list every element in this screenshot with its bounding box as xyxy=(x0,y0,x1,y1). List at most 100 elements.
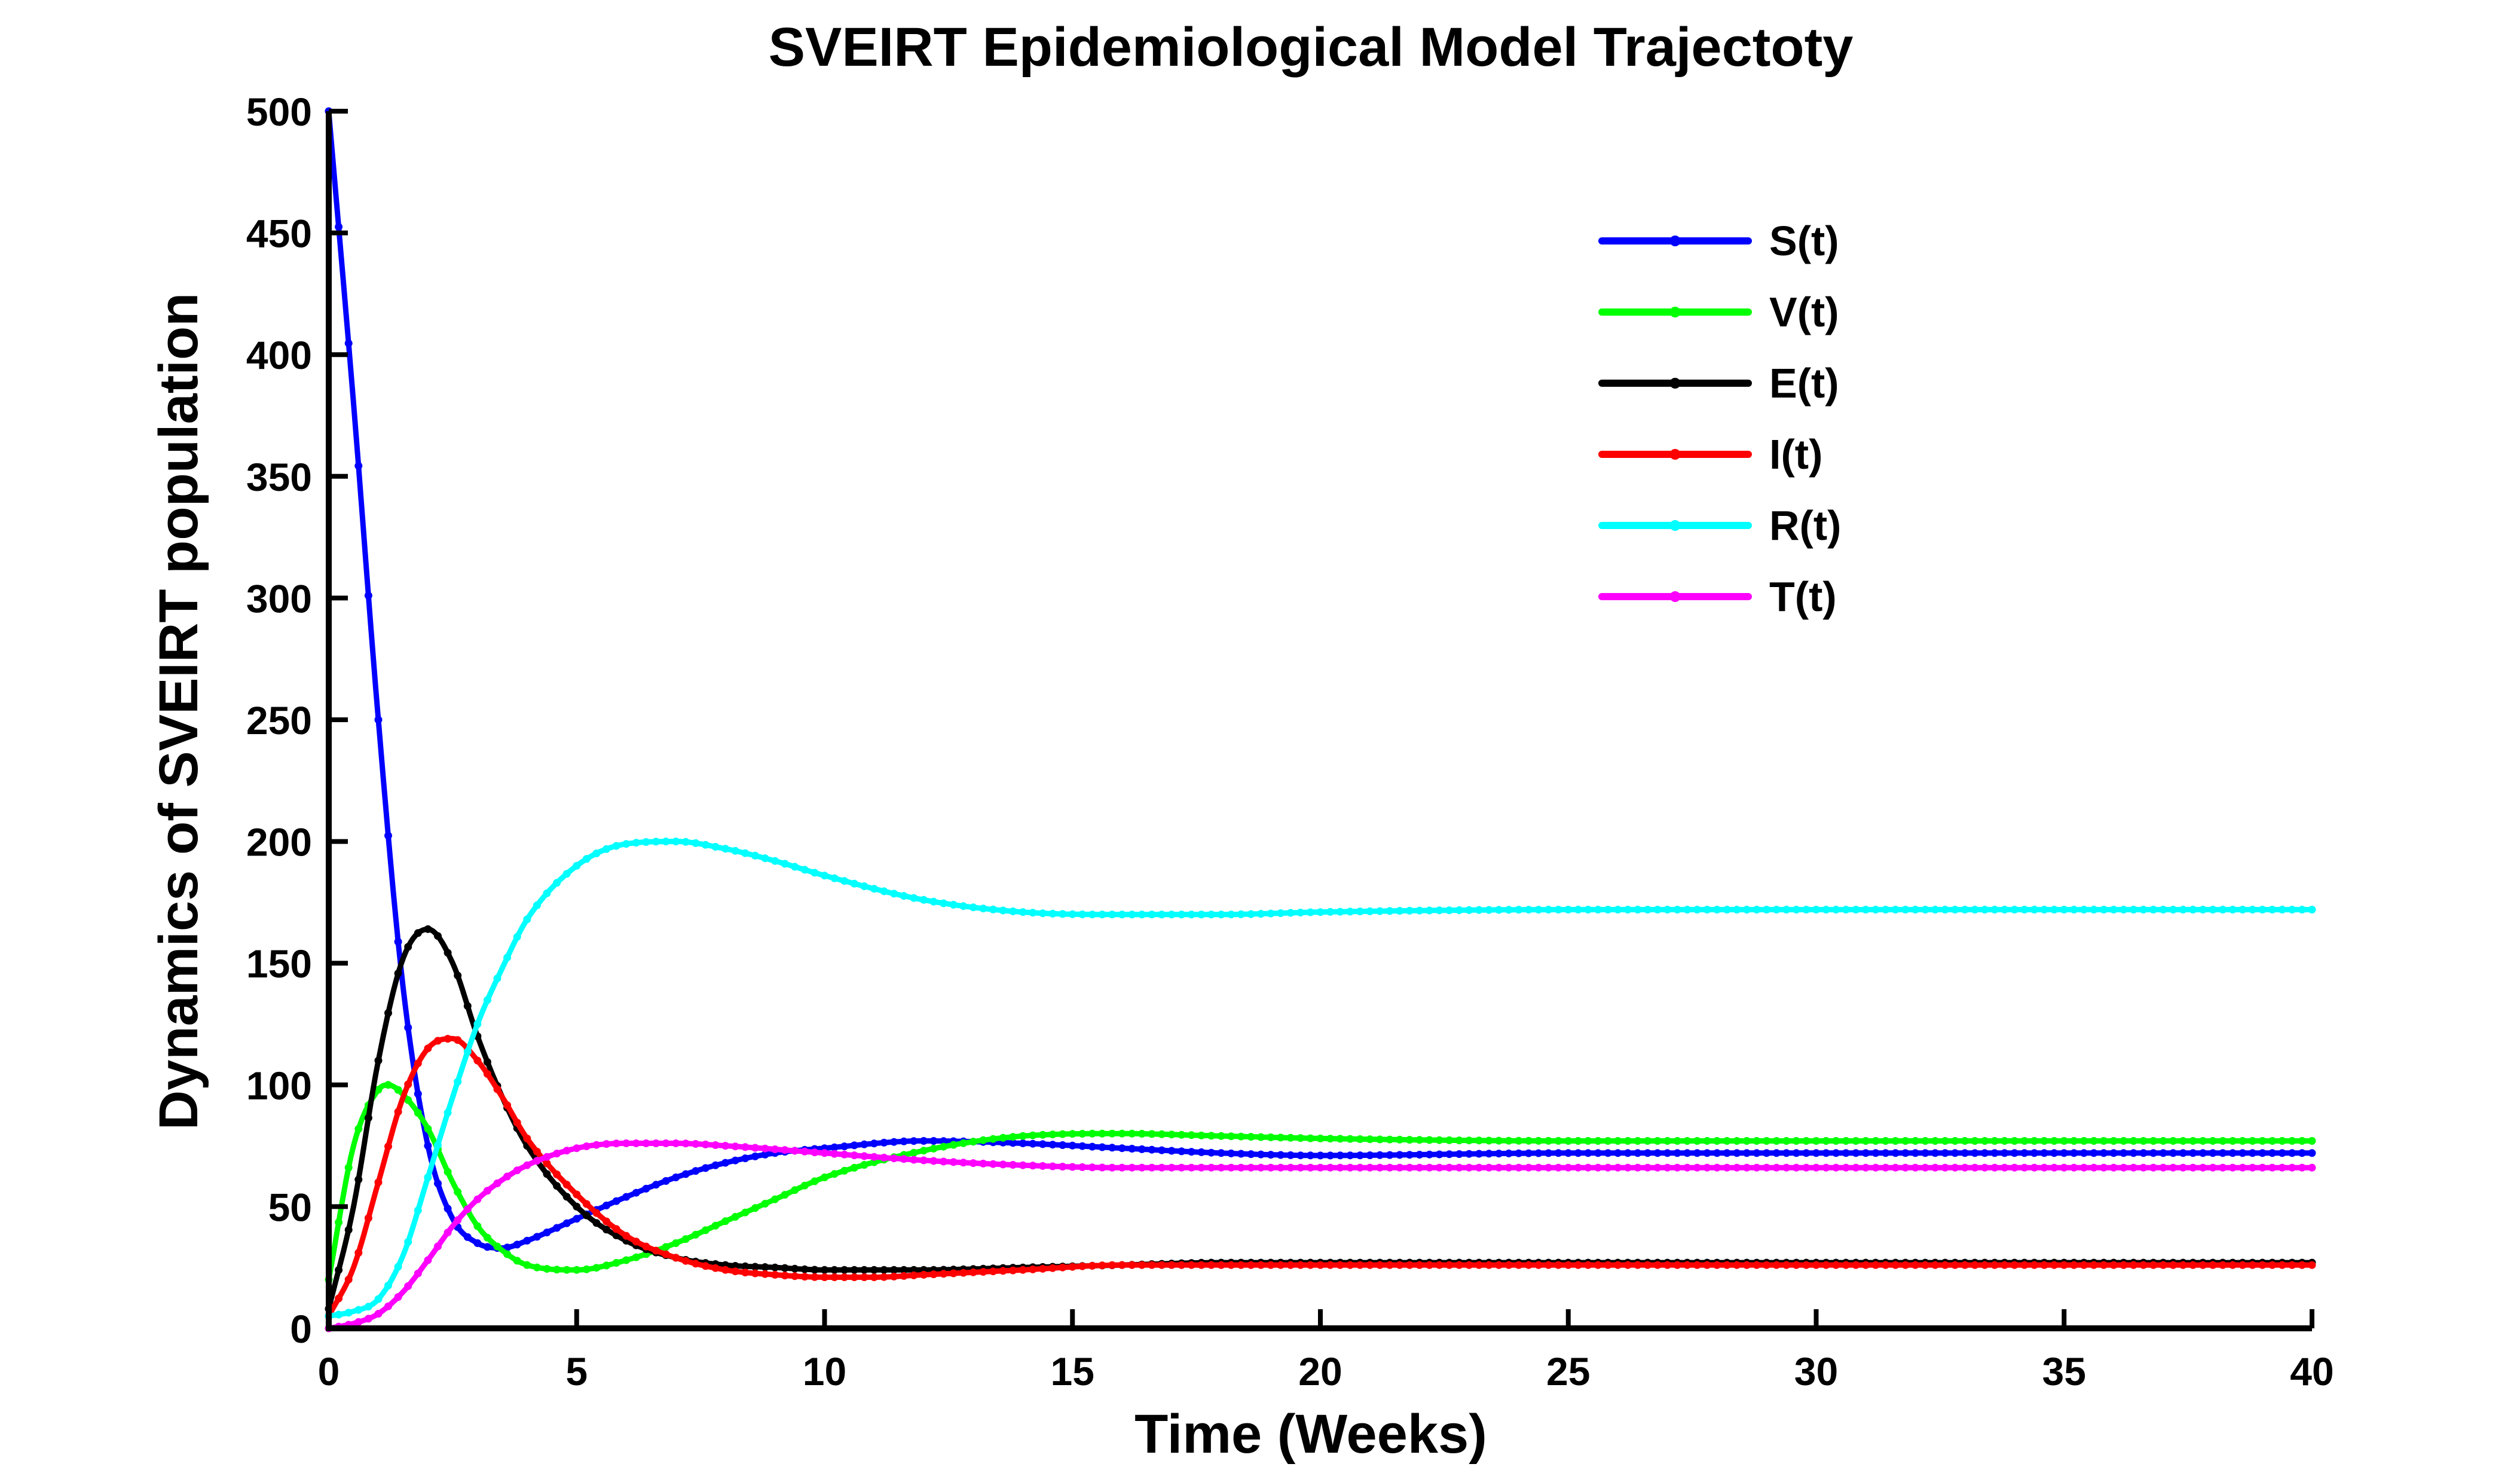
data-point xyxy=(989,1135,997,1143)
data-point xyxy=(751,1152,759,1160)
data-point xyxy=(1326,1261,1335,1269)
legend-label: I(t) xyxy=(1769,431,1822,478)
data-point xyxy=(1911,1149,1919,1157)
data-point xyxy=(1178,1147,1186,1156)
data-point xyxy=(1277,1261,1285,1269)
data-point xyxy=(860,1273,868,1281)
data-point xyxy=(1029,1162,1037,1170)
data-point xyxy=(1782,1137,1791,1145)
data-point xyxy=(2219,906,2227,914)
data-point xyxy=(2268,1163,2277,1172)
data-point xyxy=(603,1202,610,1209)
data-point xyxy=(1048,1162,1057,1171)
data-point xyxy=(1396,907,1404,915)
data-point xyxy=(592,1141,601,1149)
data-point xyxy=(1941,1137,1949,1145)
data-point xyxy=(1128,1163,1136,1172)
data-point xyxy=(830,1266,839,1274)
data-point xyxy=(1039,1130,1047,1139)
data-point xyxy=(1861,906,1870,914)
data-point xyxy=(1296,1261,1305,1269)
data-point xyxy=(1485,1163,1493,1172)
legend-marker xyxy=(1669,449,1681,460)
chart-title: SVEIRT Epidemiological Model Trajectoty xyxy=(769,17,1854,78)
data-point xyxy=(1504,1163,1513,1172)
data-point xyxy=(1644,1163,1652,1172)
data-point xyxy=(1396,1151,1404,1159)
data-point xyxy=(652,838,660,846)
data-point xyxy=(2060,906,2068,914)
data-point xyxy=(741,1154,750,1163)
data-point xyxy=(721,1159,730,1167)
data-point xyxy=(781,1272,789,1280)
data-point xyxy=(1574,1149,1582,1157)
data-point xyxy=(2010,1137,2019,1145)
data-point xyxy=(1832,1149,1840,1157)
data-point xyxy=(384,1081,392,1089)
data-point xyxy=(1366,907,1374,915)
data-point xyxy=(2090,1149,2098,1157)
data-point xyxy=(1693,1149,1701,1157)
data-point xyxy=(1594,906,1602,914)
data-point xyxy=(2139,1149,2148,1157)
data-point xyxy=(1019,1161,1027,1169)
data-point xyxy=(2278,1137,2286,1145)
data-point xyxy=(929,1137,938,1145)
data-point xyxy=(335,1218,343,1227)
data-point xyxy=(2129,906,2137,914)
data-point xyxy=(1882,1163,1890,1172)
data-point xyxy=(1763,1149,1770,1157)
data-point xyxy=(523,1261,531,1269)
data-point xyxy=(811,869,819,877)
data-point xyxy=(1554,1149,1562,1157)
data-point xyxy=(374,1086,383,1094)
data-point xyxy=(2100,1137,2108,1145)
data-point xyxy=(1534,1136,1543,1145)
data-point xyxy=(771,1145,779,1153)
data-point xyxy=(949,900,958,909)
data-point xyxy=(1405,1136,1414,1144)
data-point xyxy=(969,1159,977,1168)
data-point xyxy=(573,1190,581,1199)
data-point xyxy=(2298,1163,2306,1172)
data-point xyxy=(1911,1261,1919,1269)
data-point xyxy=(553,1182,561,1190)
data-point xyxy=(1614,1149,1622,1157)
data-point xyxy=(1445,1150,1454,1159)
data-point xyxy=(711,1161,720,1169)
data-point xyxy=(473,1239,482,1247)
data-point xyxy=(860,882,868,890)
data-point xyxy=(1495,1261,1503,1269)
data-point xyxy=(1167,1147,1176,1155)
data-point xyxy=(1386,1151,1394,1159)
data-point xyxy=(1267,1261,1275,1269)
data-point xyxy=(1426,1150,1433,1159)
data-point xyxy=(1059,910,1067,918)
data-point xyxy=(1524,1136,1533,1145)
legend-entry-E(t): E(t) xyxy=(1598,360,1839,407)
data-point xyxy=(1891,1149,1900,1157)
data-point xyxy=(2238,906,2247,914)
data-point xyxy=(1673,1261,1681,1269)
data-point xyxy=(662,1177,670,1185)
data-point xyxy=(1435,1163,1444,1172)
data-point xyxy=(1306,1134,1314,1142)
data-point xyxy=(622,840,631,848)
data-point xyxy=(1852,1163,1860,1172)
data-point xyxy=(1237,1150,1245,1158)
data-point xyxy=(463,1205,472,1214)
data-point xyxy=(1356,1151,1364,1160)
data-point xyxy=(1802,1163,1811,1172)
data-point xyxy=(1356,1163,1364,1172)
data-point xyxy=(424,1142,432,1150)
data-point xyxy=(2001,1163,2009,1172)
data-point xyxy=(1247,1261,1255,1269)
data-point xyxy=(940,1157,948,1166)
data-point xyxy=(910,1137,918,1145)
data-point xyxy=(2040,906,2048,914)
data-point xyxy=(1504,1136,1513,1145)
data-point xyxy=(2030,1137,2038,1145)
data-point xyxy=(2219,1261,2227,1269)
data-point xyxy=(1891,1261,1900,1269)
data-point xyxy=(1158,910,1166,919)
